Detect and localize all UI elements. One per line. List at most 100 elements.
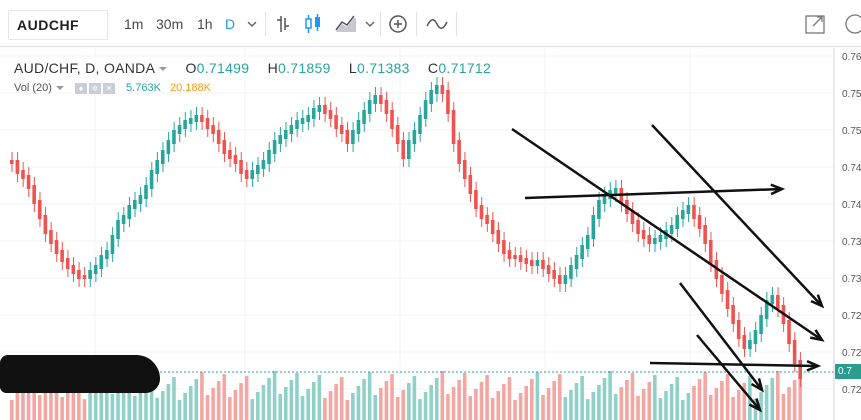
wave-icon[interactable] — [425, 12, 449, 36]
eye-icon[interactable]: ● — [74, 83, 87, 95]
volume-bar — [647, 382, 652, 420]
candle-body — [776, 295, 780, 309]
candle-body — [619, 188, 624, 204]
plus-circle-icon[interactable] — [387, 12, 411, 36]
indicator-controls: ● ✲ ✕ — [74, 82, 117, 95]
screenshot-icon[interactable] — [843, 12, 861, 36]
expand-icon[interactable] — [803, 12, 827, 36]
volume-bar — [222, 374, 227, 420]
volume-bar — [283, 387, 288, 420]
candle-body — [647, 235, 652, 244]
volume-bar — [518, 393, 523, 420]
candle-body — [479, 205, 484, 219]
chevron-down-icon[interactable] — [159, 67, 168, 72]
price-axis-label: 0.74 — [842, 163, 861, 174]
arrowhead — [770, 183, 786, 196]
candle-body — [541, 260, 545, 269]
redacted-region — [0, 355, 160, 393]
symbol-search-box[interactable]: AUDCHF — [8, 10, 108, 40]
candle-body — [457, 140, 461, 164]
candle-body — [496, 230, 501, 244]
candles-icon[interactable] — [302, 12, 326, 36]
volume-bar — [10, 400, 14, 420]
volume-bar — [725, 374, 730, 420]
volume-bar — [798, 373, 802, 420]
candle-body — [720, 275, 724, 294]
volume-bar — [641, 389, 646, 420]
candle-body — [149, 170, 154, 189]
volume-bar — [423, 392, 428, 420]
chart-style-dropdown-icon[interactable] — [360, 12, 384, 36]
volume-bar — [138, 389, 143, 420]
interval-dropdown-icon[interactable] — [242, 12, 266, 36]
gear-icon[interactable]: ✲ — [88, 83, 101, 95]
volume-bar — [507, 377, 512, 420]
volume-bar — [502, 384, 506, 420]
close-icon[interactable]: ✕ — [102, 83, 115, 95]
volume-bar — [356, 386, 361, 420]
legend-symbol[interactable]: AUD/CHF, D, OANDA — [14, 60, 156, 76]
candle-body — [591, 215, 596, 239]
candle-body — [278, 135, 282, 144]
chevron-down-icon[interactable] — [55, 86, 64, 91]
candle-body — [334, 115, 338, 129]
interval-d[interactable]: D — [225, 16, 236, 32]
candle-body — [636, 220, 640, 234]
volume-bar — [636, 396, 640, 420]
area-icon[interactable] — [334, 12, 358, 36]
candle-body — [267, 150, 271, 164]
volume-label[interactable]: Vol (20) — [14, 82, 52, 94]
volume-bar — [395, 397, 400, 420]
volume-bar — [658, 398, 663, 420]
candle-body — [384, 100, 389, 114]
volume-bar — [37, 395, 42, 420]
volume-bar — [311, 382, 316, 420]
volume-bar — [764, 385, 769, 420]
candle-body — [613, 188, 618, 194]
interval-1h[interactable]: 1h — [197, 16, 213, 32]
volume-bar — [367, 372, 372, 420]
price-chart-canvas[interactable]: 0.76 0.75 0.75 0.74 0.74 0.73 0.73 0.72 0.72 0.72 — [0, 48, 861, 420]
volume-bar — [272, 371, 277, 420]
volume-value: 5.763K — [126, 82, 161, 94]
volume-bar — [261, 385, 266, 420]
volume-bar — [200, 372, 204, 420]
volume-bar — [32, 372, 36, 420]
candle-body — [759, 315, 763, 334]
candle-body — [597, 200, 601, 219]
candle-body — [351, 130, 355, 144]
volume-bar — [351, 393, 355, 420]
high-value: 0.71859 — [277, 60, 331, 76]
candle-body — [289, 125, 294, 134]
volume-bar — [317, 375, 322, 420]
volume-bar — [546, 388, 551, 420]
candle-body — [362, 110, 366, 124]
interval-30m[interactable]: 30m — [156, 16, 184, 32]
candle-body — [585, 235, 590, 249]
candle-body — [373, 95, 378, 104]
volume-bar — [60, 397, 64, 420]
candle-body — [725, 290, 730, 309]
volume-bar — [362, 379, 366, 420]
volume-bar — [530, 379, 534, 420]
toolbar-divider — [380, 12, 381, 36]
volume-bar — [736, 390, 741, 420]
candle-body — [490, 220, 495, 234]
candle-body — [216, 130, 221, 144]
volume-bar — [714, 388, 719, 420]
volume-bar — [742, 383, 747, 420]
volume-bar — [49, 381, 53, 420]
candle-body — [653, 238, 657, 244]
volume-bar — [339, 377, 344, 420]
arrowhead — [748, 398, 763, 413]
candle-body — [753, 330, 758, 344]
volume-bar — [300, 396, 305, 420]
volume-bar — [334, 384, 338, 420]
arrowhead — [809, 329, 825, 342]
candle-body — [183, 120, 187, 129]
candle-body — [485, 215, 489, 224]
volume-bar — [233, 390, 238, 420]
candle-body — [630, 210, 635, 224]
interval-1m[interactable]: 1m — [124, 16, 144, 32]
bars-icon[interactable] — [274, 12, 298, 36]
